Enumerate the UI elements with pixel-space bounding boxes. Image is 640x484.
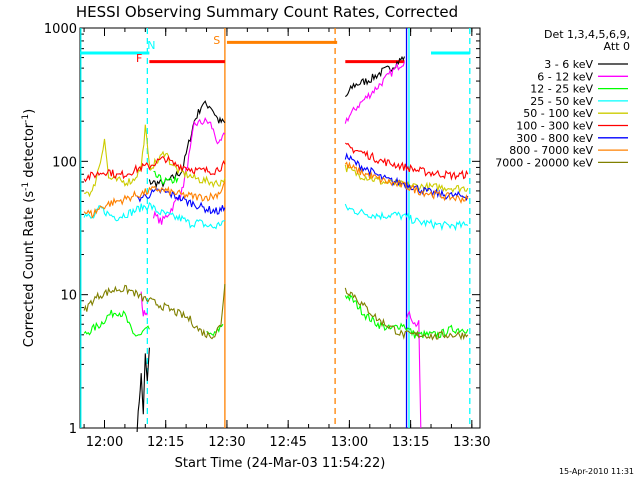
series-25-50-kev bbox=[83, 202, 469, 232]
series-line-segment bbox=[344, 203, 469, 232]
series-line-segment bbox=[136, 347, 150, 433]
plot-frame bbox=[79, 27, 481, 429]
series-6-12-kev bbox=[140, 61, 422, 429]
chart-title: HESSI Observing Summary Count Rates, Cor… bbox=[76, 3, 458, 21]
state-annotation-F: F bbox=[136, 52, 142, 65]
legend-label: 12 - 25 keV bbox=[530, 83, 593, 96]
series-line-segment bbox=[83, 181, 226, 219]
series-line-segment bbox=[83, 309, 150, 337]
series-800-7000-kev bbox=[83, 161, 469, 219]
legend-label: 3 - 6 keV bbox=[544, 58, 593, 71]
state-annotation-S: S bbox=[213, 34, 220, 47]
legend-header-detectors: Det 1,3,4,5,6,9, bbox=[544, 28, 630, 41]
series-3-6-kev bbox=[136, 55, 406, 433]
x-axis-label: Start Time (24-Mar-03 11:54:22) bbox=[175, 456, 386, 471]
state-annotation-N: N bbox=[147, 39, 155, 52]
series-line-segment bbox=[344, 61, 406, 124]
series-100-300-kev bbox=[83, 142, 469, 183]
legend-label: 25 - 50 keV bbox=[530, 95, 593, 108]
legend-header-attenuator: Att 0 bbox=[604, 40, 630, 53]
x-tick-label: 13:30 bbox=[453, 435, 490, 450]
series-line-segment bbox=[140, 291, 148, 317]
x-tick-label: 12:15 bbox=[147, 435, 184, 450]
x-tick-label: 12:30 bbox=[208, 435, 245, 450]
series-line-segment bbox=[344, 287, 469, 341]
series-300-800-kev bbox=[136, 152, 469, 215]
series-line-segment bbox=[344, 294, 469, 340]
y-axis-label: Corrected Count Rate (s-1 detector-1) bbox=[21, 109, 37, 347]
legend-label: 7000 - 20000 keV bbox=[495, 156, 593, 169]
series-line-segment bbox=[152, 117, 226, 225]
y-tick-label: 1 bbox=[69, 422, 77, 437]
series-line-segment bbox=[344, 161, 469, 205]
series-7000-20000-kev bbox=[83, 284, 469, 341]
x-axis-ticks: 12:00 12:15 12:30 12:45 13:00 13:15 13:30 bbox=[83, 28, 491, 450]
x-tick-label: 13:00 bbox=[331, 435, 368, 450]
plot-area: 1 10 100 1000 12:00 12:15 12:30 12:45 13:00 13:1… bbox=[44, 22, 491, 450]
legend-label: 6 - 12 keV bbox=[537, 70, 593, 83]
series-line-segment bbox=[405, 310, 422, 429]
series-line-segment bbox=[83, 155, 226, 183]
series-line-segment bbox=[153, 170, 179, 185]
series-50-100-kev bbox=[84, 124, 469, 198]
legend-label: 800 - 7000 keV bbox=[509, 144, 593, 157]
y-tick-label: 100 bbox=[52, 155, 77, 170]
series-line-segment bbox=[344, 142, 469, 181]
state-vertical-lines bbox=[80, 28, 471, 428]
series-line-segment bbox=[83, 284, 226, 340]
y-axis-ticks: 1 10 100 1000 bbox=[44, 22, 480, 437]
legend-label: 300 - 800 keV bbox=[516, 132, 593, 145]
x-tick-label: 12:45 bbox=[269, 435, 306, 450]
footer-timestamp: 15-Apr-2010 11:31 bbox=[559, 467, 634, 476]
series-line-segment bbox=[136, 188, 226, 215]
y-tick-label: 10 bbox=[60, 289, 77, 304]
x-tick-label: 13:15 bbox=[392, 435, 429, 450]
series-line-segment bbox=[344, 152, 469, 201]
legend-label: 50 - 100 keV bbox=[523, 107, 593, 120]
series-line-segment bbox=[83, 202, 226, 230]
series-line-segment bbox=[84, 124, 226, 198]
x-tick-label: 12:00 bbox=[86, 435, 123, 450]
legend-label: 100 - 300 keV bbox=[516, 120, 593, 133]
series-12-25-kev bbox=[83, 170, 469, 340]
state-bars bbox=[80, 40, 470, 64]
y-tick-label: 1000 bbox=[44, 22, 77, 37]
state-annotations: FN S bbox=[136, 34, 220, 65]
series-lines bbox=[83, 55, 469, 433]
